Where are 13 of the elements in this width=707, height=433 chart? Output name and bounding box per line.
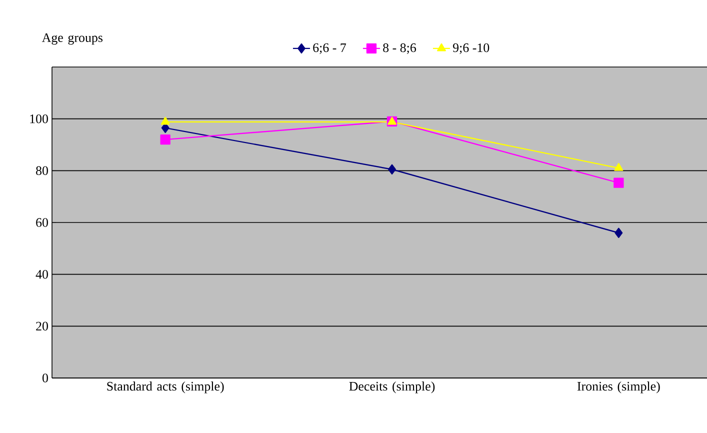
y-tick-label: 20 [36,322,48,331]
y-tick-label: 40 [36,270,48,279]
x-tick-label: Deceits (simple) [349,382,435,394]
legend-title: Age groups [42,33,103,45]
y-tick-label: 0 [42,374,48,382]
legend-label: 8 - 8;6 [383,43,416,54]
x-tick-label: Ironies (simple) [577,382,660,394]
y-tick-label: 100 [30,114,48,124]
y-tick-label: 60 [36,218,48,227]
legend-label: 9;6 -10 [453,43,490,54]
y-tick-label: 80 [36,166,48,176]
legend-label: 6;6 - 7 [313,43,346,54]
x-tick-label: Standard acts (simple) [107,382,224,394]
